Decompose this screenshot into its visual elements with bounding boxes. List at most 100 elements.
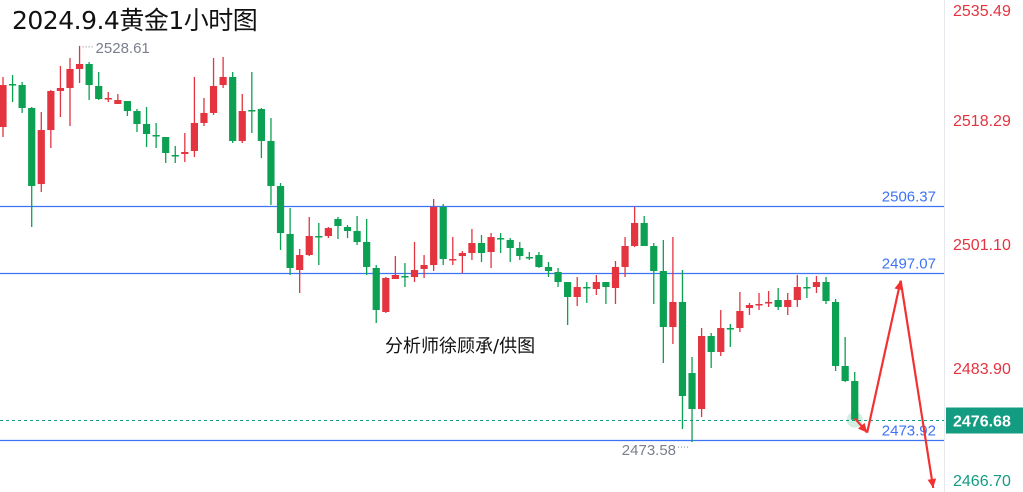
candle-body — [516, 247, 524, 257]
candle-body — [477, 243, 486, 254]
candle-body — [410, 270, 419, 277]
projection-segment — [866, 280, 902, 433]
candle-body — [219, 76, 227, 86]
price-axis-label: 2483.90 — [953, 361, 1011, 378]
candle-body — [200, 112, 208, 123]
current-price-badge — [946, 407, 1023, 434]
candle-body — [66, 68, 74, 88]
candle-body — [37, 130, 45, 185]
candle-body — [611, 266, 620, 288]
chart-title: 2024.9.4黄金1小时图 — [12, 6, 258, 35]
level-lines: 2506.37 2497.07 2473.92 — [0, 189, 944, 442]
candle-body — [525, 256, 533, 259]
candle-body — [631, 222, 639, 247]
candle-body — [458, 253, 466, 257]
candle-body — [248, 110, 256, 112]
candle-body — [506, 239, 514, 248]
level-label: 2473.92 — [882, 423, 936, 440]
candle-body — [420, 265, 428, 269]
candle-body — [162, 137, 170, 153]
candle-body — [430, 207, 438, 266]
candle-body — [564, 282, 572, 297]
current-price-label: 2476.68 — [953, 414, 1011, 431]
candle-body — [717, 328, 725, 353]
candle-body — [114, 100, 122, 104]
analyst-credit: 分析师徐顾承/供图 — [385, 336, 536, 357]
price-axis-label: 2501.10 — [953, 237, 1011, 254]
price-axis-label: 2518.29 — [953, 113, 1011, 130]
candle-body — [812, 282, 821, 287]
candle-body — [822, 282, 830, 302]
candle-body — [209, 85, 218, 113]
candle-body — [47, 91, 55, 131]
candle-body — [401, 275, 409, 278]
candle-body — [726, 328, 734, 330]
candle-body — [190, 122, 198, 151]
candle-body — [439, 207, 447, 259]
price-axis-label: 2535.49 — [953, 3, 1011, 20]
candle-body — [0, 85, 7, 128]
candle-body — [803, 286, 811, 289]
candle-body — [372, 267, 380, 311]
candle-body — [650, 246, 658, 272]
candle-body — [487, 237, 495, 252]
candle-body — [133, 111, 141, 124]
candle-body — [774, 300, 782, 308]
candle-body — [497, 238, 505, 240]
candle-body — [315, 236, 323, 238]
candle-body — [85, 64, 93, 86]
candle-body — [382, 277, 390, 312]
candle-body — [592, 282, 600, 290]
candle-body — [8, 84, 17, 86]
candle-body — [698, 336, 706, 410]
candle-body — [640, 222, 648, 247]
candle-body — [171, 155, 179, 157]
level-label: 2497.07 — [882, 256, 936, 273]
candle-body — [343, 227, 352, 231]
extreme-markers: 2528.61 2473.58 — [82, 40, 691, 459]
candle-body — [152, 135, 160, 137]
candle-body — [831, 301, 840, 366]
projection-arrowhead — [927, 478, 937, 489]
candle-body — [765, 301, 773, 304]
candle-body — [267, 140, 275, 186]
candle-body — [305, 236, 313, 256]
candle-body — [784, 300, 792, 308]
high-marker-label: 2528.61 — [96, 40, 150, 57]
candle-body — [736, 310, 744, 329]
candle-body — [544, 266, 553, 272]
candle-body — [363, 241, 371, 267]
candle-body — [104, 97, 112, 100]
candle-body — [142, 123, 151, 134]
candle-body — [181, 151, 189, 155]
candle-body — [602, 282, 610, 287]
candle-body — [276, 185, 285, 233]
candle-body — [286, 234, 294, 268]
candle-body — [391, 274, 399, 279]
candle-body — [755, 303, 763, 306]
projection-arrowhead — [857, 422, 868, 433]
candle-body — [296, 255, 304, 270]
candle-body — [28, 108, 36, 186]
price-axis: 2535.49 2518.29 2501.10 2483.90 2466.70 2476.… — [946, 3, 1023, 490]
candle-body — [793, 286, 801, 301]
candle-body — [18, 85, 26, 108]
candles — [0, 45, 863, 443]
candle-body — [678, 301, 687, 396]
candle-body — [554, 272, 562, 283]
candle-body — [229, 76, 237, 141]
candle-body — [707, 336, 715, 353]
candle-body — [583, 286, 591, 289]
candle-body — [468, 243, 476, 254]
candle-body — [257, 109, 265, 141]
candle-body — [334, 219, 342, 227]
candle-body — [621, 246, 629, 267]
level-label: 2506.37 — [882, 189, 936, 206]
candle-body — [56, 87, 65, 92]
projection-arrows — [853, 280, 937, 489]
candle-body — [745, 304, 754, 309]
candle-body — [851, 381, 859, 420]
candle-body — [841, 365, 849, 382]
projection-segment — [899, 280, 935, 489]
